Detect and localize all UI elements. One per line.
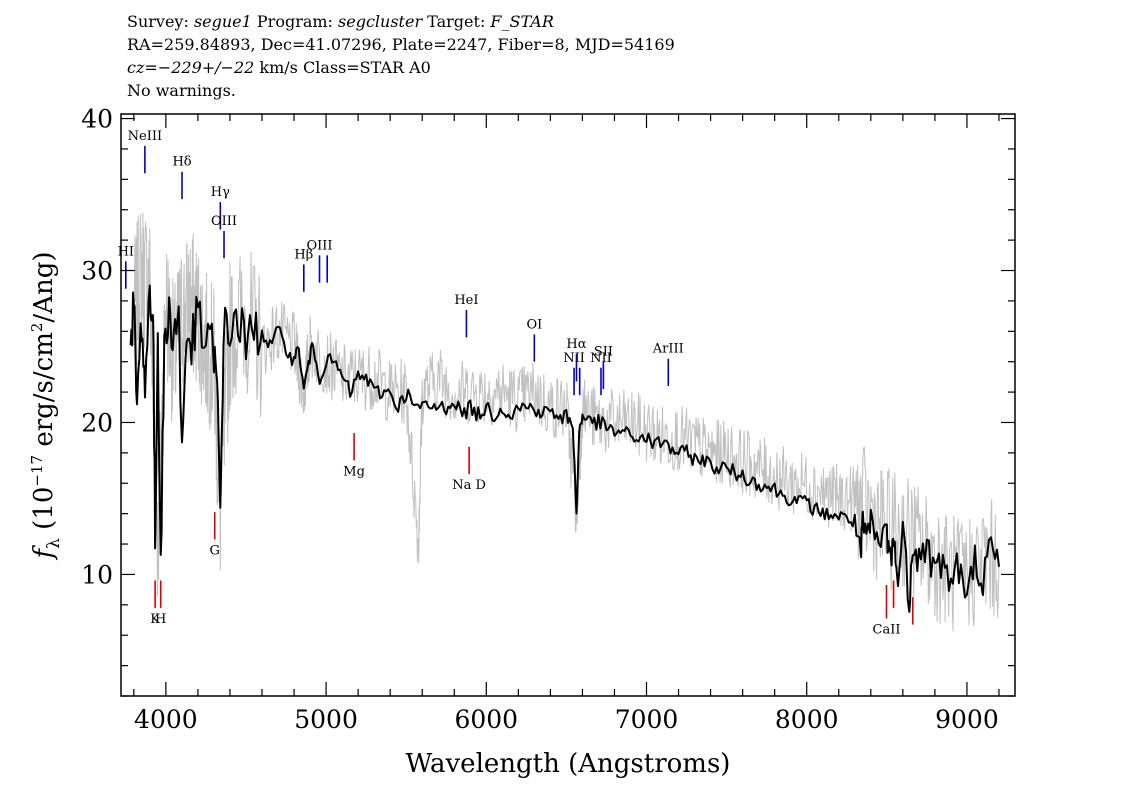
emission-line-label-5: Hβ bbox=[294, 247, 313, 262]
y-axis-title-part-2: (10 bbox=[29, 487, 59, 539]
emission-line-label-14: SII bbox=[594, 345, 613, 360]
emission-line-label-2: Hγ bbox=[211, 185, 230, 200]
y-tick-label-2: 30 bbox=[81, 257, 113, 286]
y-tick-label-3: 40 bbox=[81, 105, 113, 134]
ticks-layer: 4000 5000 6000 7000 8000 9000 10 20 30 40 bbox=[81, 105, 1015, 734]
series-layer bbox=[129, 212, 1000, 632]
absorption-line-label-2: G bbox=[210, 543, 220, 558]
x-tick-label-3: 7000 bbox=[615, 705, 679, 734]
x-tick-label-1: 5000 bbox=[294, 705, 358, 734]
emission-line-label-4: HI bbox=[118, 244, 134, 259]
target-value: F_STAR bbox=[490, 12, 554, 31]
emission-line-label-10: NII bbox=[563, 351, 585, 366]
plot-frame bbox=[120, 113, 1016, 697]
emission-line-label-9: OI bbox=[526, 317, 542, 332]
y-tick-label-0: 10 bbox=[81, 560, 113, 589]
program-value: segcluster bbox=[338, 12, 423, 31]
series-smoothed-line bbox=[129, 284, 1000, 613]
x-tick-label-4: 8000 bbox=[775, 705, 839, 734]
absorption-line-label-5: CaII bbox=[873, 623, 901, 638]
y-axis-title-part-1: λ bbox=[44, 538, 64, 549]
emission-line-label-3: OIII bbox=[211, 214, 237, 229]
x-axis-title: Wavelength (Angstroms) bbox=[406, 749, 731, 779]
emission-line-label-1: Hδ bbox=[172, 155, 191, 170]
absorption-line-label-0: Mg bbox=[343, 464, 365, 479]
header-line-warnings: No warnings. bbox=[127, 81, 236, 100]
survey-value: segue1 bbox=[193, 12, 252, 31]
x-tick-label-0: 4000 bbox=[134, 705, 198, 734]
cz-value: −229+/−22 bbox=[157, 58, 255, 77]
y-axis-title-part-3: −17 bbox=[28, 455, 46, 487]
emission-line-label-15: ArIII bbox=[652, 342, 684, 357]
absorption-line-label-1: Na D bbox=[452, 478, 486, 493]
emission-line-label-13: NII bbox=[590, 351, 612, 366]
y-axis-title-part-5: 2 bbox=[28, 323, 46, 333]
x-tick-label-2: 6000 bbox=[454, 705, 518, 734]
emission-line-label-8: HeI bbox=[454, 293, 478, 308]
header-line-survey: Survey: segue1 Program: segcluster Targe… bbox=[127, 12, 554, 31]
absorption-line-label-3: K bbox=[150, 612, 160, 627]
emission-line-label-0: NeIII bbox=[128, 129, 162, 144]
series-flux-line bbox=[133, 212, 1000, 632]
y-tick-label-1: 20 bbox=[81, 408, 113, 437]
emission-line-label-6: OIII bbox=[306, 238, 332, 253]
y-axis-title-part-4: erg/s/cm bbox=[29, 332, 59, 455]
y-axis-title: fλ (10−17 erg/s/cm2/Ang) bbox=[28, 252, 64, 561]
x-tick-label-5: 9000 bbox=[935, 705, 999, 734]
y-axis-title-part-6: /Ang) bbox=[29, 252, 59, 323]
header-line-redshift: cz=−229+/−22 km/s Class=STAR A0 bbox=[127, 58, 431, 77]
absorption-line-label-4: H bbox=[155, 612, 166, 627]
spectrum-header: Survey: segue1 Program: segcluster Targe… bbox=[127, 10, 675, 102]
header-line-coordinates: RA=259.84893, Dec=41.07296, Plate=2247, … bbox=[127, 35, 675, 54]
emission-line-label-11: Hα bbox=[566, 337, 586, 352]
